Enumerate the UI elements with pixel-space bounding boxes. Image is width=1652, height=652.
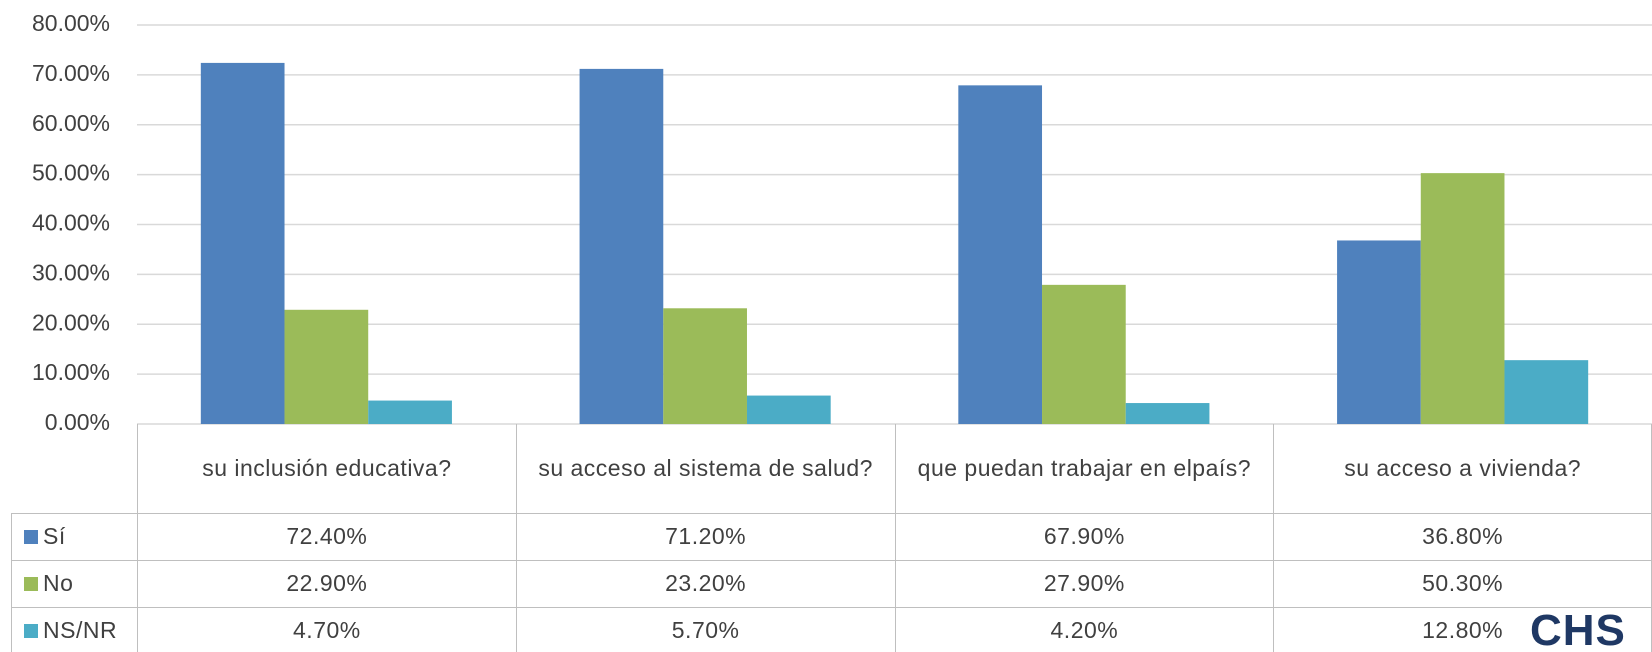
bar — [1504, 360, 1589, 424]
bar — [284, 309, 369, 424]
y-tick-label: 40.00% — [32, 210, 110, 236]
legend-entry: Sí — [11, 513, 137, 560]
legend-swatch — [24, 623, 38, 638]
category-label: su inclusión educativa? — [137, 424, 516, 513]
table-value: 4.20% — [894, 607, 1274, 652]
table-value: 72.40% — [137, 513, 516, 560]
bar — [1042, 284, 1126, 424]
category-label: que puedan trabajar en elpaís? — [894, 424, 1274, 513]
category-label: su acceso a vivienda? — [1273, 424, 1652, 513]
bar — [663, 308, 747, 424]
bar — [1420, 173, 1505, 424]
legend-swatch — [24, 530, 38, 544]
bar — [746, 395, 831, 424]
table-value: 50.30% — [1273, 560, 1652, 607]
legend-label: Sí — [43, 523, 66, 550]
bar — [579, 68, 664, 424]
table-value: 27.90% — [894, 560, 1274, 607]
bar — [200, 62, 285, 424]
bar — [958, 85, 1043, 424]
bar — [1337, 240, 1421, 424]
legend-entry: No — [11, 560, 137, 607]
table-value: 71.20% — [515, 513, 895, 560]
y-tick-label: 20.00% — [32, 309, 110, 335]
y-tick-label: 70.00% — [32, 60, 110, 86]
y-tick-label: 60.00% — [32, 110, 110, 136]
table-value: 5.70% — [515, 607, 895, 652]
logo: CHS — [1530, 606, 1626, 652]
category-label: su acceso al sistema de salud? — [515, 424, 895, 513]
legend-swatch — [24, 577, 38, 591]
legend-entry: NS/NR — [11, 607, 137, 652]
bar — [368, 400, 452, 424]
y-tick-label: 50.00% — [32, 160, 110, 186]
table-value: 4.70% — [137, 607, 516, 652]
y-tick-label: 30.00% — [32, 259, 110, 285]
legend-label: No — [43, 570, 74, 597]
y-tick-label: 10.00% — [32, 359, 110, 385]
table-value: 23.20% — [515, 560, 895, 607]
table-value: 67.90% — [894, 513, 1274, 560]
bar — [1125, 403, 1210, 424]
y-tick-label: 80.00% — [32, 10, 110, 36]
legend-label: NS/NR — [43, 616, 118, 643]
table-value: 12.80% — [1273, 607, 1652, 652]
table-value: 36.80% — [1273, 513, 1652, 560]
y-tick-label: 0.00% — [45, 409, 110, 435]
table-value: 22.90% — [137, 560, 516, 607]
